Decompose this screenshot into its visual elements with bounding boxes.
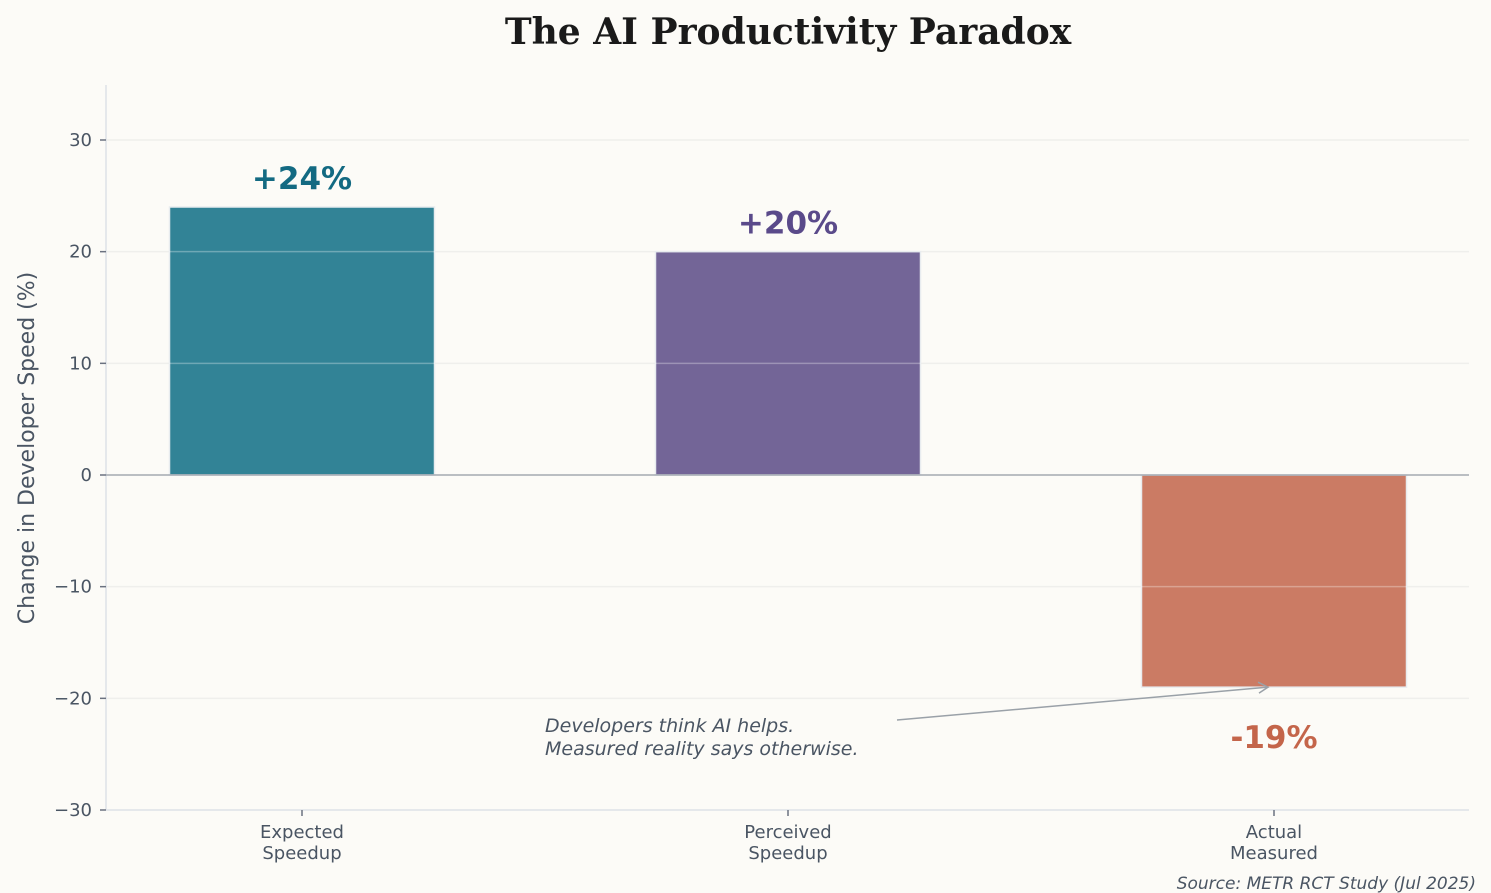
bar: [1140, 474, 1408, 688]
data-label: +24%: [252, 161, 352, 197]
source-note: Source: METR RCT Study (Jul 2025): [1177, 874, 1476, 893]
x-tick-label: Expected: [260, 822, 344, 843]
y-tick-label: −10: [54, 577, 92, 598]
y-tick-label: 20: [69, 242, 92, 263]
annotation-arrowhead: [1257, 681, 1270, 694]
y-tick-label: 0: [81, 465, 92, 486]
annotation-line-2: Measured reality says otherwise.: [545, 738, 859, 760]
bars: [168, 206, 1408, 688]
data-label: +20%: [738, 206, 838, 242]
y-tick-label: −20: [54, 688, 92, 709]
chart-title: The AI Productivity Paradox: [505, 11, 1072, 53]
x-tick-label: Measured: [1230, 843, 1318, 864]
data-label: -19%: [1230, 720, 1317, 756]
x-tick-label: Perceived: [744, 822, 831, 843]
x-tick-label: Actual: [1246, 822, 1302, 843]
y-ticks: −30 −20 −10 0 10 20 30: [54, 130, 106, 821]
y-tick-label: 30: [69, 130, 92, 151]
data-labels: +24% +20% -19%: [252, 161, 1318, 756]
annotation-line-1: Developers think AI helps.: [545, 715, 794, 737]
bar: [168, 206, 436, 476]
annotation: Developers think AI helps. Measured real…: [545, 681, 1270, 760]
x-ticks: ExpectedSpeedupPerceivedSpeedupActualMea…: [260, 810, 1318, 864]
y-tick-label: 10: [69, 353, 92, 374]
y-axis-label: Change in Developer Speed (%): [15, 272, 40, 624]
x-tick-label: Speedup: [748, 843, 827, 864]
annotation-arrow: [896, 686, 1269, 721]
x-tick-label: Speedup: [262, 843, 341, 864]
y-tick-label: −30: [54, 800, 92, 821]
